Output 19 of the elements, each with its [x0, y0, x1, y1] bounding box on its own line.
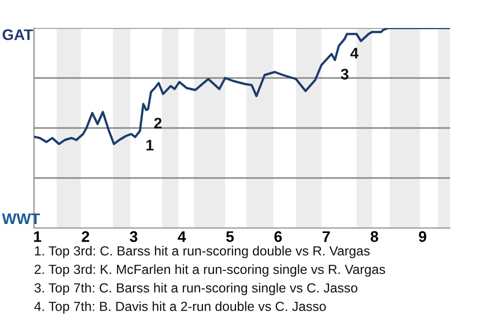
text: 4. Top 7th: B. Davis hit a 2-run double vs C. Jasso [34, 301, 326, 314]
x-tick-label: 4 [178, 231, 186, 242]
annotation: 4 [350, 48, 359, 58]
annotation: WWT [2, 213, 40, 224]
x-tick-label: 7 [322, 231, 330, 242]
x-tick-label: 1 [34, 231, 42, 242]
annotation: 2 [154, 118, 162, 128]
annotation: 3 [340, 68, 348, 80]
x-tick-label: 6 [274, 231, 282, 242]
text: GAT [2, 29, 33, 40]
text: 2. Top 3rd: K. McFarlen hit a run-scoring single vs R. Vargas [34, 264, 386, 277]
x-tick-label: 8 [370, 231, 378, 242]
text: 1. Top 3rd: C. Barss hit a run-scoring double vs R. Vargas [35, 246, 370, 258]
x-tick-label: 3 [130, 231, 138, 242]
annotation: 1 [146, 140, 154, 150]
x-tick-label: 5 [226, 231, 234, 242]
x-tick-label: 9 [418, 231, 426, 242]
x-tick-label: 2 [82, 231, 90, 242]
text: 3. Top 7th: C. Barss hit a run-scoring single vs C. Jasso [34, 282, 358, 296]
